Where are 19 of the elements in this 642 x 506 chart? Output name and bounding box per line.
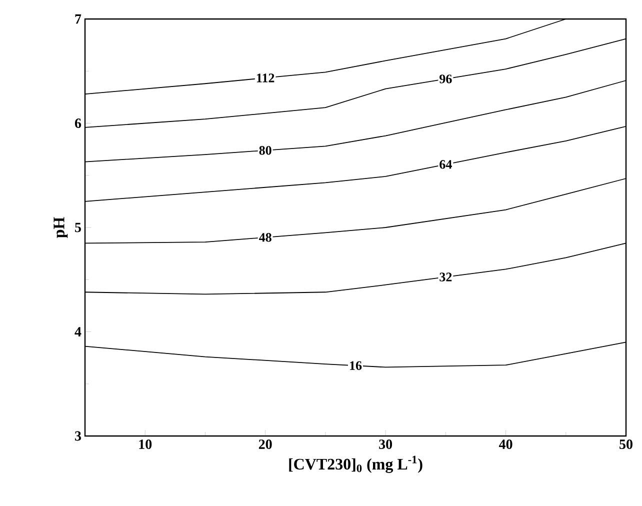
y-tick-label: 7 xyxy=(75,14,82,24)
x-tick-label: 50 xyxy=(620,440,632,449)
series-label: 112 xyxy=(256,74,274,82)
series-label: 32 xyxy=(440,272,452,282)
x-tick-label: 30 xyxy=(379,440,392,449)
x-tick-label: 20 xyxy=(258,440,272,449)
series-label: 48 xyxy=(259,233,272,242)
y-tick-label: 4 xyxy=(74,327,82,336)
series-label: 16 xyxy=(350,361,362,370)
y-tick-label: 5 xyxy=(75,222,81,232)
x-tick-label: 10 xyxy=(139,440,152,449)
y-tick-label: 6 xyxy=(74,118,82,128)
y-tick-label: 3 xyxy=(75,431,81,441)
x-axis-title: [CVT230]$_{0}$ (mg L$^{-1}$) xyxy=(289,456,422,473)
y-axis-title: pH xyxy=(54,217,68,238)
series-label: 96 xyxy=(440,74,452,84)
x-tick-label: 40 xyxy=(498,440,512,449)
series-label: 80 xyxy=(259,146,272,155)
series-label: 64 xyxy=(440,160,452,169)
